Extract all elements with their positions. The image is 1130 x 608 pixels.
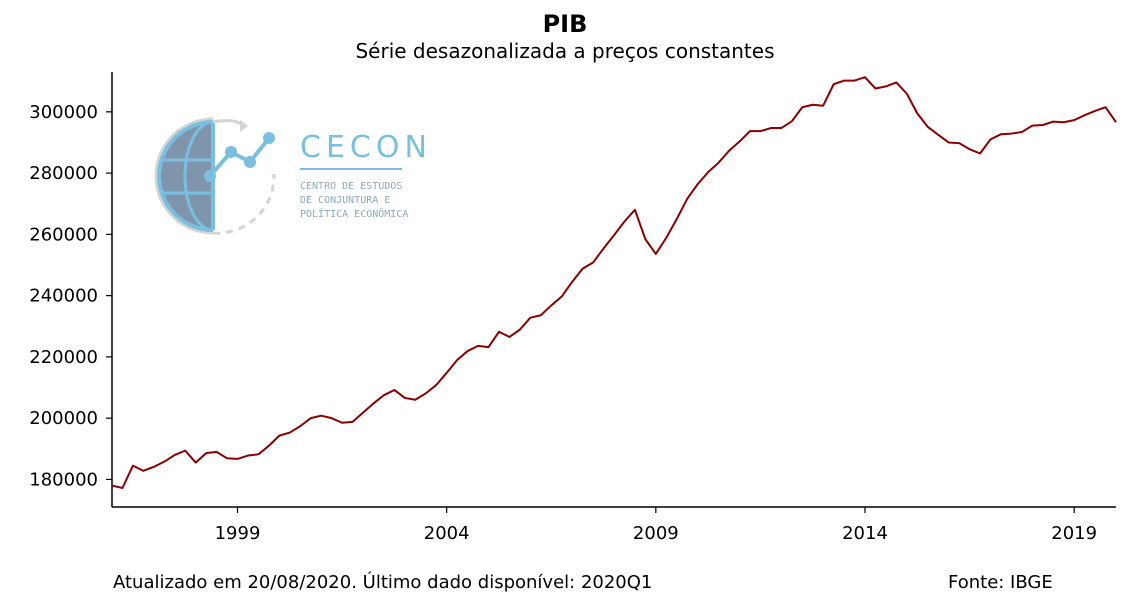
y-tick-label: 300000 bbox=[29, 102, 98, 123]
source-note: Fonte: IBGE bbox=[948, 572, 1053, 593]
y-tick-label: 280000 bbox=[29, 163, 98, 184]
x-axis-ticks: 1999 2004 2009 2014 2019 bbox=[215, 507, 1097, 544]
x-tick-label: 2014 bbox=[842, 523, 888, 544]
series-line-pib bbox=[111, 76, 1117, 490]
logo-line-2: DE CONJUNTURA E bbox=[300, 195, 390, 206]
globe-chart-icon bbox=[154, 117, 276, 235]
y-tick-label: 180000 bbox=[29, 469, 98, 490]
cecon-logo: CECON CENTRO DE ESTUDOS DE CONJUNTURA E … bbox=[154, 117, 432, 235]
logo-name: CECON bbox=[300, 130, 432, 165]
y-tick-label: 220000 bbox=[29, 347, 98, 368]
y-tick-label: 260000 bbox=[29, 224, 98, 245]
logo-line-3: POLÍTICA ECONÔMICA bbox=[300, 207, 408, 220]
series-group bbox=[111, 76, 1117, 490]
logo-line-1: CENTRO DE ESTUDOS bbox=[300, 181, 402, 192]
chart-title: PIB bbox=[542, 10, 588, 38]
y-tick-label: 200000 bbox=[29, 408, 98, 429]
chart-subtitle: Série desazonalizada a preços constantes bbox=[355, 39, 775, 63]
x-tick-label: 2009 bbox=[633, 523, 679, 544]
x-tick-label: 2004 bbox=[424, 523, 470, 544]
y-tick-label: 240000 bbox=[29, 286, 98, 307]
y-axis-ticks: 180000 200000 220000 240000 260000 280000 3000… bbox=[29, 102, 112, 490]
x-tick-label: 1999 bbox=[215, 523, 261, 544]
x-tick-label: 2019 bbox=[1051, 523, 1097, 544]
update-note: Atualizado em 20/08/2020. Último dado di… bbox=[113, 572, 653, 593]
